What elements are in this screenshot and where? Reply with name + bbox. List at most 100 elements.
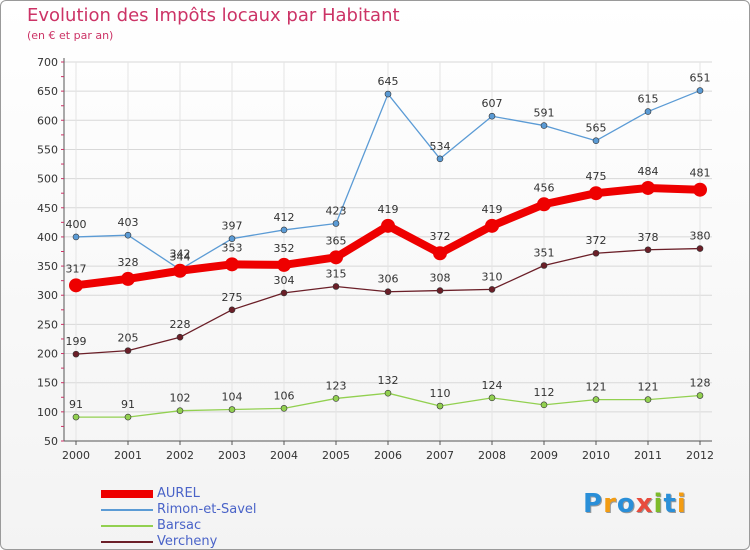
point-vercheny-2005: [332, 283, 340, 290]
y-tick-label-250: 250: [37, 318, 58, 331]
x-tick-label-2009: 2009: [530, 449, 558, 462]
data-label-rimon-et-savel-2003: 397: [222, 220, 243, 233]
data-label-barsac-2008: 124: [482, 379, 503, 392]
brand-letter: r: [603, 489, 617, 519]
point-vercheny-2011: [644, 246, 652, 254]
chart-title: Evolution des Impôts locaux par Habitant: [27, 5, 400, 26]
point-vercheny-2012: [696, 245, 704, 252]
data-label-barsac-2000: 91: [69, 398, 83, 411]
point-vercheny-2006: [384, 288, 392, 296]
data-label-vercheny-2002: 228: [170, 318, 191, 331]
point-barsac-2007: [436, 402, 444, 410]
point-rimon-et-savel-2008: [488, 112, 496, 120]
point-aurel-2010: [589, 186, 603, 201]
y-tick-label-400: 400: [37, 231, 58, 244]
data-label-rimon-et-savel-2012: 651: [690, 72, 711, 85]
data-label-aurel-2006: 419: [378, 203, 399, 216]
data-label-vercheny-2000: 199: [66, 335, 87, 348]
legend-label-aurel: AUREL: [157, 486, 200, 501]
x-tick-label-2011: 2011: [634, 449, 662, 462]
point-barsac-2001: [124, 413, 132, 421]
legend-swatch-aurel: [101, 490, 153, 498]
point-rimon-et-savel-2004: [280, 226, 288, 234]
data-label-rimon-et-savel-2010: 565: [586, 122, 607, 135]
data-label-barsac-2009: 112: [534, 386, 555, 399]
legend-label-rimon-et-savel: Rimon-et-Savel: [157, 502, 257, 517]
x-tick-label-2006: 2006: [374, 449, 402, 462]
data-label-rimon-et-savel-2011: 615: [638, 93, 659, 106]
data-label-barsac-2004: 106: [274, 389, 295, 402]
data-label-barsac-2012: 128: [690, 377, 711, 390]
y-tick-label-300: 300: [37, 289, 58, 302]
data-label-vercheny-2010: 372: [586, 234, 607, 247]
data-label-vercheny-2004: 304: [274, 274, 295, 287]
x-tick-label-2000: 2000: [62, 449, 90, 462]
x-tick-label-2004: 2004: [270, 449, 298, 462]
y-tick-label-700: 700: [37, 56, 58, 69]
data-label-aurel-2008: 419: [482, 203, 503, 216]
x-tick-label-2012: 2012: [686, 449, 714, 462]
point-aurel-2001: [121, 271, 135, 286]
brand-letter: x: [635, 489, 654, 519]
y-tick-label-50: 50: [44, 435, 58, 448]
data-label-rimon-et-savel-2002: 344: [170, 251, 191, 264]
data-label-vercheny-2006: 306: [378, 273, 399, 286]
point-rimon-et-savel-2009: [540, 122, 548, 129]
y-tick-label-500: 500: [37, 173, 58, 186]
x-tick-label-2008: 2008: [478, 449, 506, 462]
x-tick-label-2001: 2001: [114, 449, 142, 462]
proxiti-logo: Proxiti: [583, 489, 687, 519]
legend-swatch-rimon-et-savel: [101, 509, 153, 511]
legend-swatch-vercheny: [101, 541, 153, 543]
x-tick-label-2003: 2003: [218, 449, 246, 462]
brand-letter: t: [663, 489, 677, 519]
y-tick-label-150: 150: [37, 377, 58, 390]
point-aurel-2011: [641, 180, 655, 195]
point-vercheny-2001: [124, 347, 132, 354]
chart-subtitle: (en € et par an): [27, 29, 114, 42]
point-aurel-2003: [225, 257, 239, 272]
brand-letter: i: [653, 489, 664, 519]
data-label-barsac-2011: 121: [638, 381, 659, 394]
data-label-barsac-2003: 104: [222, 391, 243, 404]
data-label-aurel-2003: 353: [222, 241, 243, 254]
point-vercheny-2003: [228, 306, 236, 314]
data-label-barsac-2002: 102: [170, 392, 191, 405]
y-tick-label-550: 550: [37, 143, 58, 156]
data-label-aurel-2012: 481: [690, 167, 711, 180]
y-tick-label-650: 650: [37, 85, 58, 98]
point-vercheny-2004: [280, 289, 288, 297]
data-label-rimon-et-savel-2008: 607: [482, 97, 503, 110]
data-label-vercheny-2011: 378: [638, 231, 659, 244]
x-tick-label-2007: 2007: [426, 449, 454, 462]
data-label-vercheny-2012: 380: [690, 230, 711, 243]
data-label-aurel-2004: 352: [274, 242, 295, 255]
point-rimon-et-savel-2012: [696, 87, 704, 94]
point-rimon-et-savel-2005: [332, 220, 340, 227]
data-label-rimon-et-savel-2001: 403: [118, 216, 139, 229]
legend-item-vercheny: Vercheny: [101, 534, 401, 549]
point-barsac-2010: [592, 396, 600, 403]
point-rimon-et-savel-2001: [124, 231, 132, 239]
data-label-aurel-2002: 342: [170, 248, 191, 261]
data-label-rimon-et-savel-2009: 591: [534, 107, 555, 120]
point-aurel-2009: [537, 197, 551, 212]
legend-item-aurel: AUREL: [101, 486, 401, 502]
data-label-barsac-2005: 123: [326, 379, 347, 392]
legend-item-barsac: Barsac: [101, 518, 401, 534]
point-barsac-2005: [332, 395, 340, 402]
data-label-aurel-2005: 365: [326, 234, 347, 247]
y-tick-label-600: 600: [37, 114, 58, 127]
point-vercheny-2007: [436, 287, 444, 294]
data-label-barsac-2001: 91: [121, 398, 135, 411]
y-tick-label-350: 350: [37, 260, 58, 273]
point-barsac-2011: [644, 396, 652, 403]
point-barsac-2003: [228, 406, 236, 413]
point-vercheny-2000: [72, 350, 80, 358]
point-rimon-et-savel-2003: [228, 235, 236, 242]
point-barsac-2002: [176, 407, 184, 414]
data-label-aurel-2010: 475: [586, 170, 607, 183]
point-aurel-2004: [277, 257, 291, 272]
data-label-vercheny-2009: 351: [534, 246, 555, 259]
